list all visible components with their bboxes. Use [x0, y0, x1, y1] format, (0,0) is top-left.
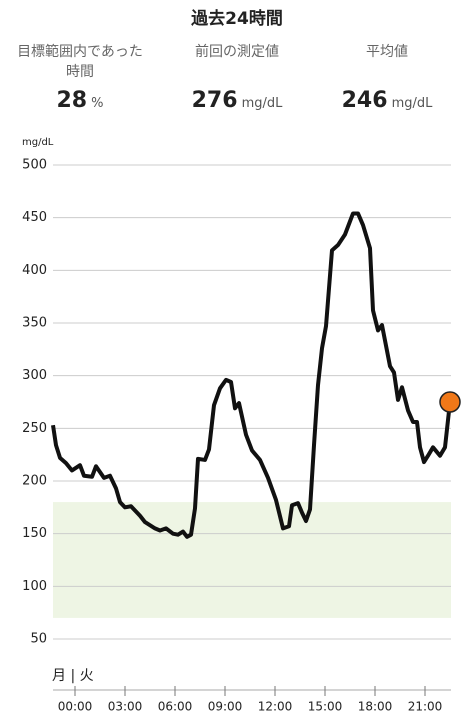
target-range [53, 502, 451, 618]
stat-label: 目標範囲内であった時間 [17, 44, 143, 80]
latest-point [439, 391, 461, 413]
x-tick-label: 06:00 [158, 700, 193, 714]
y-tick-label: 400 [22, 263, 47, 278]
glucose-line [51, 211, 452, 539]
stat-unit: mg/dL [241, 96, 283, 111]
stat-value: 28% [56, 88, 104, 113]
y-tick-label: 50 [30, 632, 47, 647]
x-tick-label: 09:00 [208, 700, 243, 714]
y-tick-label: 250 [22, 421, 47, 436]
stat: 目標範囲内であった時間 28% [15, 42, 145, 113]
x-tick-label: 03:00 [108, 700, 143, 714]
x-tick-label: 12:00 [258, 700, 293, 714]
stat-value: 246 mg/dL [341, 88, 433, 113]
y-tick-label: 300 [22, 368, 47, 383]
stat-label: 平均値 [366, 44, 408, 60]
y-tick-label: 200 [22, 474, 47, 489]
y-axis-label: mg/dL [22, 137, 54, 148]
stat: 前回の測定値 276 mg/dL [172, 42, 302, 113]
y-tick-label: 150 [22, 526, 47, 541]
day-label: 月 | 火 [52, 668, 94, 684]
title: 過去24時間 [191, 9, 283, 29]
y-tick-label: 500 [22, 158, 47, 173]
y-tick-label: 350 [22, 316, 47, 331]
stat-unit: mg/dL [391, 96, 433, 111]
stat-value: 276 mg/dL [191, 88, 283, 113]
stat-unit: % [91, 96, 104, 111]
x-tick-label: 21:00 [408, 700, 443, 714]
x-tick-label: 00:00 [58, 700, 93, 714]
stat-label: 前回の測定値 [195, 44, 279, 60]
x-tick-label: 18:00 [358, 700, 393, 714]
y-tick-label: 450 [22, 210, 47, 225]
y-tick-label: 100 [22, 579, 47, 594]
x-tick-label: 15:00 [308, 700, 343, 714]
stat: 平均値 246 mg/dL [322, 42, 452, 113]
